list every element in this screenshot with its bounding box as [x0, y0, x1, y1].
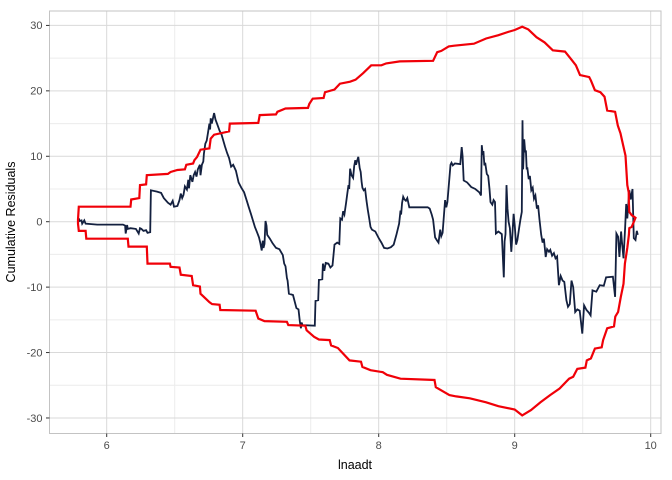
y-tick-label: -20: [27, 347, 43, 359]
y-axis-title: Cumulative Residuals: [4, 162, 18, 283]
residual-line: [77, 112, 639, 334]
envelope-band: [76, 25, 637, 417]
y-tick-label: 0: [36, 217, 42, 229]
y-tick-label: 30: [30, 20, 42, 32]
y-axis: -30 -20 -10 0 10 20 30: [27, 20, 50, 425]
y-tick-label: 20: [30, 86, 42, 98]
x-tick-label: 10: [645, 440, 657, 452]
x-tick-label: 6: [104, 440, 110, 452]
gridlines-minor: [49, 11, 661, 434]
x-tick-label: 9: [512, 440, 518, 452]
panel-background: [49, 11, 661, 434]
panel: [49, 10, 662, 434]
x-axis: 6 7 8 9 10: [104, 433, 657, 452]
series-lines: [76, 25, 639, 417]
y-tick-label: 10: [30, 151, 42, 163]
x-tick-label: 8: [376, 440, 382, 452]
x-tick-label: 7: [240, 440, 246, 452]
panel-border: [49, 10, 662, 434]
y-tick-label: -30: [27, 413, 43, 425]
y-tick-label: -10: [27, 282, 43, 294]
x-axis-title: lnaadt: [338, 458, 373, 472]
